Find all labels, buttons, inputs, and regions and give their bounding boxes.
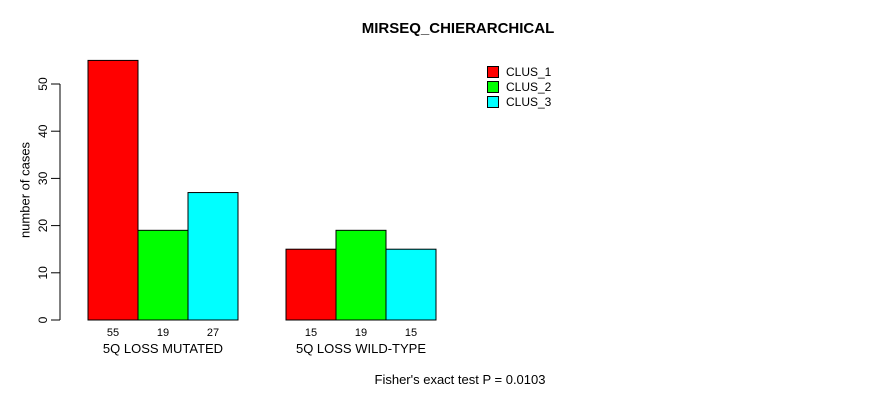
chart-title: MIRSEQ_CHIERARCHICAL xyxy=(361,20,555,37)
bar-value-label: 19 xyxy=(157,327,169,339)
bar-value-label: 19 xyxy=(355,327,367,339)
y-tick-label: 0 xyxy=(36,316,50,323)
bar-value-label: 15 xyxy=(305,327,317,339)
legend-swatch-clus_1 xyxy=(487,65,499,78)
legend-label: CLUS_2 xyxy=(506,79,552,94)
legend-label: CLUS_3 xyxy=(506,94,552,109)
bar-value-label: 27 xyxy=(207,327,219,339)
y-tick-label: 10 xyxy=(36,266,50,280)
y-tick-label: 30 xyxy=(36,171,50,185)
bar-clus_1-group2 xyxy=(285,248,337,321)
x-category-label: 5Q LOSS MUTATED xyxy=(103,341,223,356)
bar-value-label: 15 xyxy=(405,327,417,339)
annotation-text: Fisher's exact test P = 0.0103 xyxy=(374,372,546,387)
legend-item: CLUS_3 xyxy=(487,94,551,109)
x-category-label: 5Q LOSS WILD-TYPE xyxy=(296,341,426,356)
legend-item: CLUS_1 xyxy=(487,64,551,79)
legend-swatch-clus_3 xyxy=(487,95,499,108)
bar-clus_3-group2 xyxy=(385,248,437,321)
legend-item: CLUS_2 xyxy=(487,79,551,94)
bar-clus_2-group1 xyxy=(137,229,189,321)
legend-label: CLUS_1 xyxy=(506,64,552,79)
y-tick-label: 20 xyxy=(36,219,50,233)
legend-swatch-clus_2 xyxy=(487,80,499,93)
bar-clus_3-group1 xyxy=(187,192,239,321)
bar-clus_2-group2 xyxy=(335,229,387,321)
legend: CLUS_1 CLUS_2 CLUS_3 xyxy=(487,64,551,109)
bar-value-label: 55 xyxy=(107,327,119,339)
y-tick-label: 50 xyxy=(36,77,50,91)
bar-clus_1-group1 xyxy=(87,59,139,321)
y-tick-label: 40 xyxy=(36,124,50,138)
